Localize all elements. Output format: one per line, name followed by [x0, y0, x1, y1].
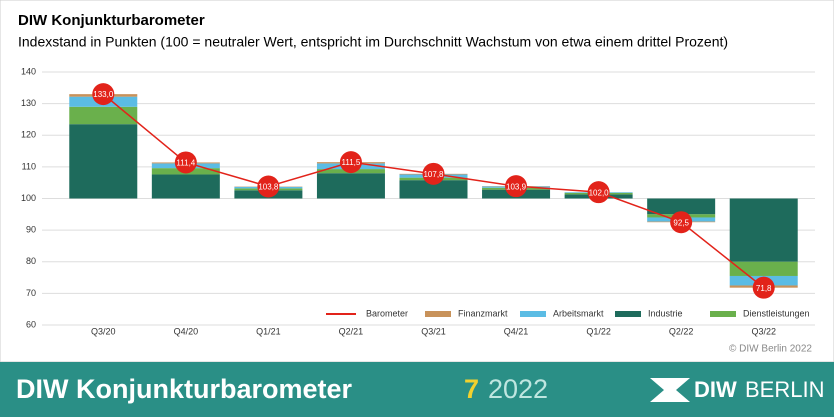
legend-swatch [520, 311, 546, 317]
data-label: 111,5 [342, 158, 361, 167]
y-tick-label: 130 [21, 98, 36, 108]
footer-band [0, 362, 834, 417]
bar-segment [69, 106, 138, 125]
logo-text-2: BERLIN [745, 377, 824, 402]
legend-label: Arbeitsmarkt [553, 308, 604, 318]
bar-segment [729, 198, 798, 262]
line-marker [505, 175, 528, 198]
chart-title: DIW Konjunkturbarometer [18, 12, 205, 29]
y-tick-label: 140 [21, 66, 36, 76]
legend-label: Barometer [366, 308, 408, 318]
y-tick-label: 90 [26, 225, 36, 235]
line-marker [339, 151, 362, 174]
x-tick-label: Q1/21 [256, 326, 281, 336]
y-tick-label: 60 [26, 319, 36, 329]
footer-title-text: DIW Konjunkturbarometer [16, 374, 353, 404]
data-label: 71,8 [756, 284, 772, 293]
x-tick-label: Q3/21 [421, 326, 446, 336]
legend-swatch [425, 311, 451, 317]
legend-label: Finanzmarkt [458, 308, 508, 318]
line-marker [174, 151, 197, 174]
x-tick-label: Q4/20 [174, 326, 199, 336]
legend-label: Dienstleistungen [743, 308, 810, 318]
bar-segment [316, 173, 385, 199]
bar-segment [729, 261, 798, 276]
x-tick-label: Q3/22 [751, 326, 776, 336]
bar-segment [399, 180, 468, 199]
chart-subtitle: Indexstand in Punkten (100 = neutraler W… [18, 34, 728, 50]
logo-icon [650, 378, 690, 402]
footer-year: 2022 [488, 374, 548, 404]
data-label: 103,8 [258, 183, 279, 192]
footer-title: DIW Konjunkturbarometer [16, 374, 353, 404]
y-tick-label: 80 [26, 256, 36, 266]
data-label: 92,5 [673, 218, 689, 227]
x-tick-label: Q2/22 [669, 326, 694, 336]
x-tick-label: Q2/21 [339, 326, 364, 336]
data-label: 133,0 [93, 90, 114, 99]
bar-segment [647, 198, 716, 215]
bar-segment [69, 124, 138, 199]
legend-swatch [710, 311, 736, 317]
line-marker [92, 83, 115, 106]
data-label: 111,4 [176, 159, 195, 168]
source: © DIW Berlin 2022 [729, 344, 812, 355]
line-marker [422, 162, 445, 185]
line-marker [670, 211, 693, 234]
x-tick-label: Q1/22 [586, 326, 611, 336]
x-tick-label: Q3/20 [91, 326, 116, 336]
legend-swatch [615, 311, 641, 317]
data-label: 107,8 [423, 170, 444, 179]
y-tick-label: 120 [21, 130, 36, 140]
line-marker [587, 181, 610, 204]
legend-label: Industrie [648, 308, 683, 318]
y-tick-label: 110 [22, 161, 36, 171]
y-tick-label: 100 [21, 193, 36, 203]
footer-issue: 7 [464, 374, 479, 404]
logo-text: DIW [694, 377, 737, 402]
line-marker [752, 276, 775, 299]
line-marker [257, 175, 280, 198]
bar-segment [151, 174, 220, 199]
data-label: 103,9 [506, 182, 527, 191]
y-tick-label: 70 [26, 288, 36, 298]
x-tick-label: Q4/21 [504, 326, 529, 336]
data-label: 102,0 [589, 188, 610, 197]
